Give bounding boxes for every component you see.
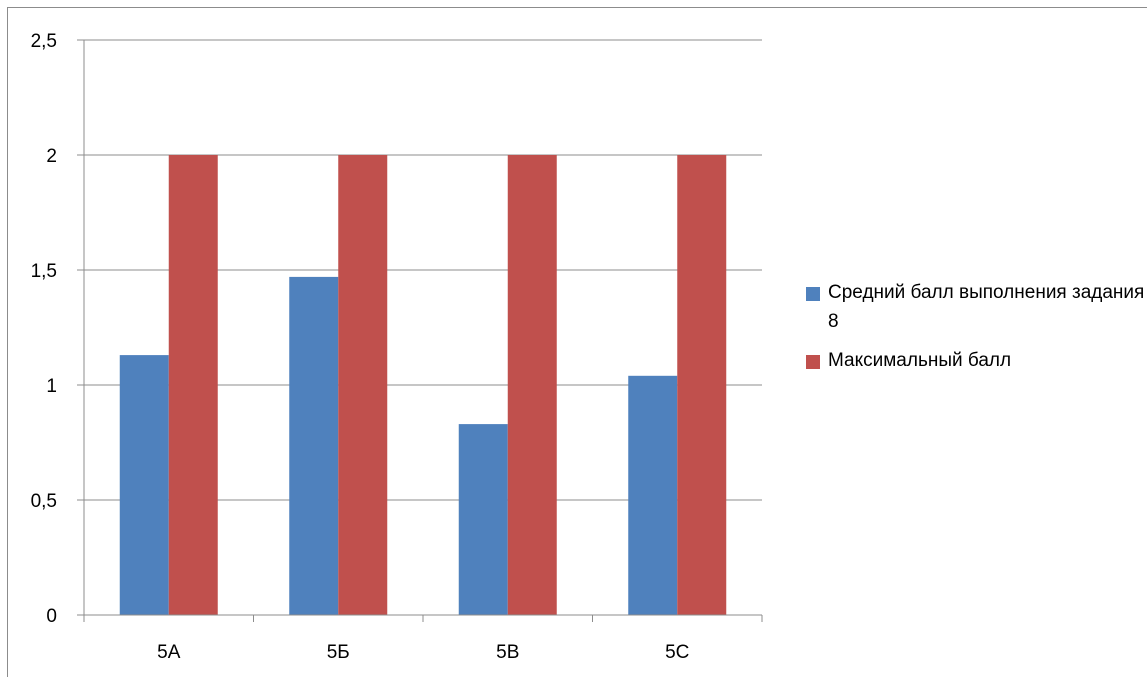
y-tick-label: 1	[46, 376, 57, 397]
bar-max	[338, 155, 388, 615]
bar-average	[628, 375, 678, 615]
chart-frame	[7, 7, 1147, 677]
bar-max	[677, 155, 727, 615]
legend: Средний балл выполнения задания 8 Максим…	[806, 278, 1146, 375]
legend-label-average: Средний балл выполнения задания 8	[828, 282, 1145, 332]
bar-max	[168, 155, 218, 615]
legend-item-max: Максимальный балл	[806, 346, 1146, 375]
x-tick-labels: 5А 5Б 5В 5С	[157, 642, 689, 663]
bar-average	[289, 276, 339, 615]
axes	[77, 40, 763, 622]
y-tick-label: 0,5	[31, 491, 57, 512]
x-tick-label: 5В	[496, 642, 519, 663]
y-tick-labels: 0 0,5 1 1,5 2 2,5	[31, 31, 57, 627]
bar-max	[507, 155, 557, 615]
x-tick-label: 5С	[665, 642, 689, 663]
bar-average	[119, 355, 169, 615]
legend-label-max: Максимальный балл	[828, 350, 1012, 371]
y-tick-label: 2,5	[31, 31, 57, 52]
legend-swatch-average	[806, 287, 820, 301]
y-tick-label: 1,5	[31, 261, 57, 282]
bars	[119, 155, 727, 615]
legend-swatch-max	[806, 355, 820, 369]
x-tick-label: 5Б	[327, 642, 350, 663]
x-tick-label: 5А	[157, 642, 181, 663]
y-tick-label: 2	[46, 146, 57, 167]
legend-item-average: Средний балл выполнения задания 8	[806, 278, 1146, 336]
bar-average	[458, 424, 508, 615]
y-tick-label: 0	[46, 606, 57, 627]
